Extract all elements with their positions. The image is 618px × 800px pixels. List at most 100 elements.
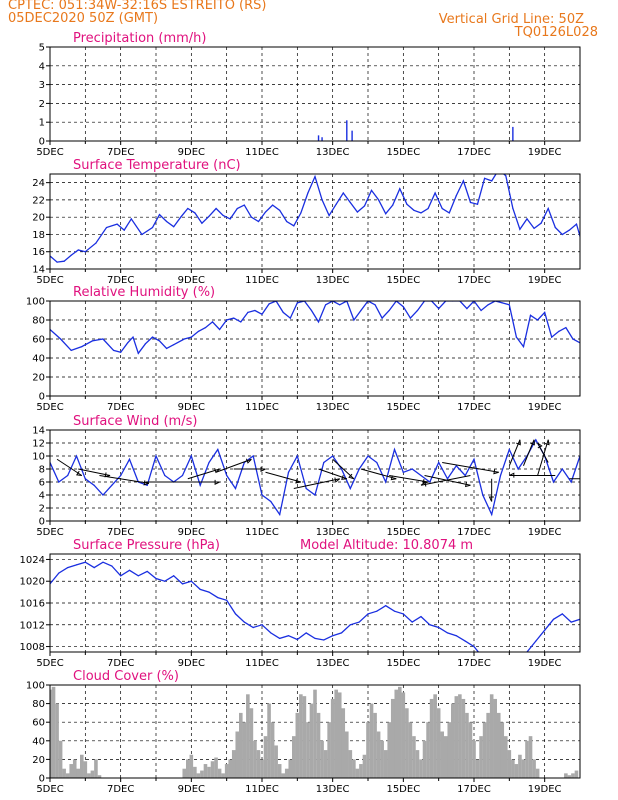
x-tick-label: 11DEC: [245, 784, 279, 795]
data-point: [120, 575, 122, 577]
bar: [267, 703, 271, 778]
data-point: [208, 591, 210, 593]
data-point: [181, 474, 184, 477]
bar: [507, 750, 512, 778]
wind-arrow: [293, 478, 340, 489]
data-point: [111, 565, 113, 567]
data-point: [529, 314, 532, 316]
data-point: [491, 180, 493, 182]
bar: [419, 759, 423, 778]
bar: [479, 736, 483, 778]
y-tick-label: 1020: [20, 577, 45, 588]
bar: [284, 768, 289, 778]
panel-title: Precipitation (mm/h): [73, 31, 206, 46]
data-point: [499, 474, 502, 477]
data-point: [272, 204, 274, 206]
x-tick-label: 15DEC: [386, 147, 420, 158]
data-point: [279, 513, 281, 516]
data-point: [84, 478, 86, 480]
data-point: [257, 220, 260, 223]
bar: [309, 703, 314, 778]
data-point: [199, 484, 201, 486]
data-point: [243, 204, 245, 206]
x-tick-label: 17DEC: [457, 784, 491, 795]
plot-frame: [49, 173, 581, 270]
data-point: [128, 569, 131, 571]
data-point: [305, 632, 307, 634]
data-point: [279, 209, 281, 211]
data-point: [455, 194, 457, 197]
bar: [288, 759, 293, 778]
bar: [461, 698, 466, 778]
wind-arrow-head: [516, 439, 521, 446]
data-point: [340, 468, 343, 470]
bar: [330, 698, 335, 778]
bar: [528, 736, 533, 778]
bar: [263, 736, 268, 778]
data-point: [67, 567, 69, 569]
data-point: [314, 637, 316, 639]
data-point: [217, 596, 219, 599]
y-tick-label: 100: [26, 681, 45, 692]
wind-arrow: [215, 458, 252, 473]
data-point: [286, 220, 288, 223]
x-tick-label: 19DEC: [528, 527, 562, 538]
bar: [496, 712, 501, 778]
data-point: [547, 207, 549, 210]
data-point: [95, 242, 97, 244]
x-tick-label: 5DEC: [36, 784, 63, 795]
data-point: [509, 668, 510, 669]
x-tick-label: 9DEC: [178, 402, 205, 413]
data-point: [455, 635, 457, 637]
bar: [72, 759, 77, 778]
y-tick-label: 40: [32, 354, 45, 365]
x-tick-label: 13DEC: [316, 658, 350, 669]
data-point: [568, 229, 571, 231]
y-tick-label: 0: [39, 392, 45, 403]
x-tick-label: 19DEC: [528, 147, 562, 158]
bar: [486, 712, 490, 778]
wind-arrow-head: [245, 458, 252, 464]
plot-frame: [49, 46, 581, 142]
bar: [468, 722, 473, 778]
x-tick-label: 17DEC: [457, 527, 491, 538]
wind-arrow-head: [420, 481, 427, 487]
data-point: [399, 188, 401, 190]
data-point: [141, 233, 143, 236]
data-point: [508, 304, 510, 306]
panel-title: Surface Pressure (hPa): [73, 538, 220, 553]
bar: [334, 689, 338, 778]
wind-arrow-head: [537, 442, 543, 449]
data-point: [342, 192, 344, 194]
y-tick-label: 1016: [20, 599, 45, 610]
data-point: [434, 192, 436, 194]
series: [50, 169, 580, 263]
data-point: [190, 580, 192, 582]
data-point: [128, 458, 131, 460]
bar: [214, 757, 218, 778]
data-point: [491, 668, 492, 669]
bar: [189, 754, 194, 778]
y-tick-label: 40: [32, 736, 45, 747]
data-point: [526, 218, 528, 220]
bar: [415, 750, 420, 778]
wind-arrow: [265, 471, 301, 483]
data-point: [233, 317, 235, 319]
data-point: [540, 222, 542, 224]
data-point: [261, 313, 263, 315]
wind-arrow-head: [214, 479, 220, 485]
bar: [196, 773, 201, 778]
bar: [58, 740, 63, 778]
data-point: [498, 169, 499, 170]
bar: [281, 773, 285, 778]
data-point: [287, 635, 290, 637]
x-tick-label: 17DEC: [457, 402, 491, 413]
data-point: [438, 461, 440, 464]
data-point: [60, 338, 62, 340]
data-point: [561, 468, 563, 470]
bar: [65, 773, 70, 778]
bar: [207, 766, 211, 778]
data-point: [187, 207, 189, 210]
data-point: [113, 349, 115, 351]
data-point: [561, 613, 563, 615]
